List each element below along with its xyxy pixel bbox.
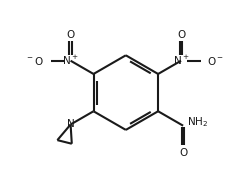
Text: O: O [179, 148, 187, 158]
Text: N: N [67, 119, 75, 129]
Text: O: O [67, 30, 75, 40]
Text: O$^-$: O$^-$ [207, 55, 225, 67]
Text: N$^+$: N$^+$ [62, 54, 79, 67]
Text: N$^+$: N$^+$ [173, 54, 189, 67]
Text: O: O [177, 30, 185, 40]
Text: NH$_2$: NH$_2$ [187, 115, 208, 129]
Text: $^-$O: $^-$O [25, 55, 44, 67]
